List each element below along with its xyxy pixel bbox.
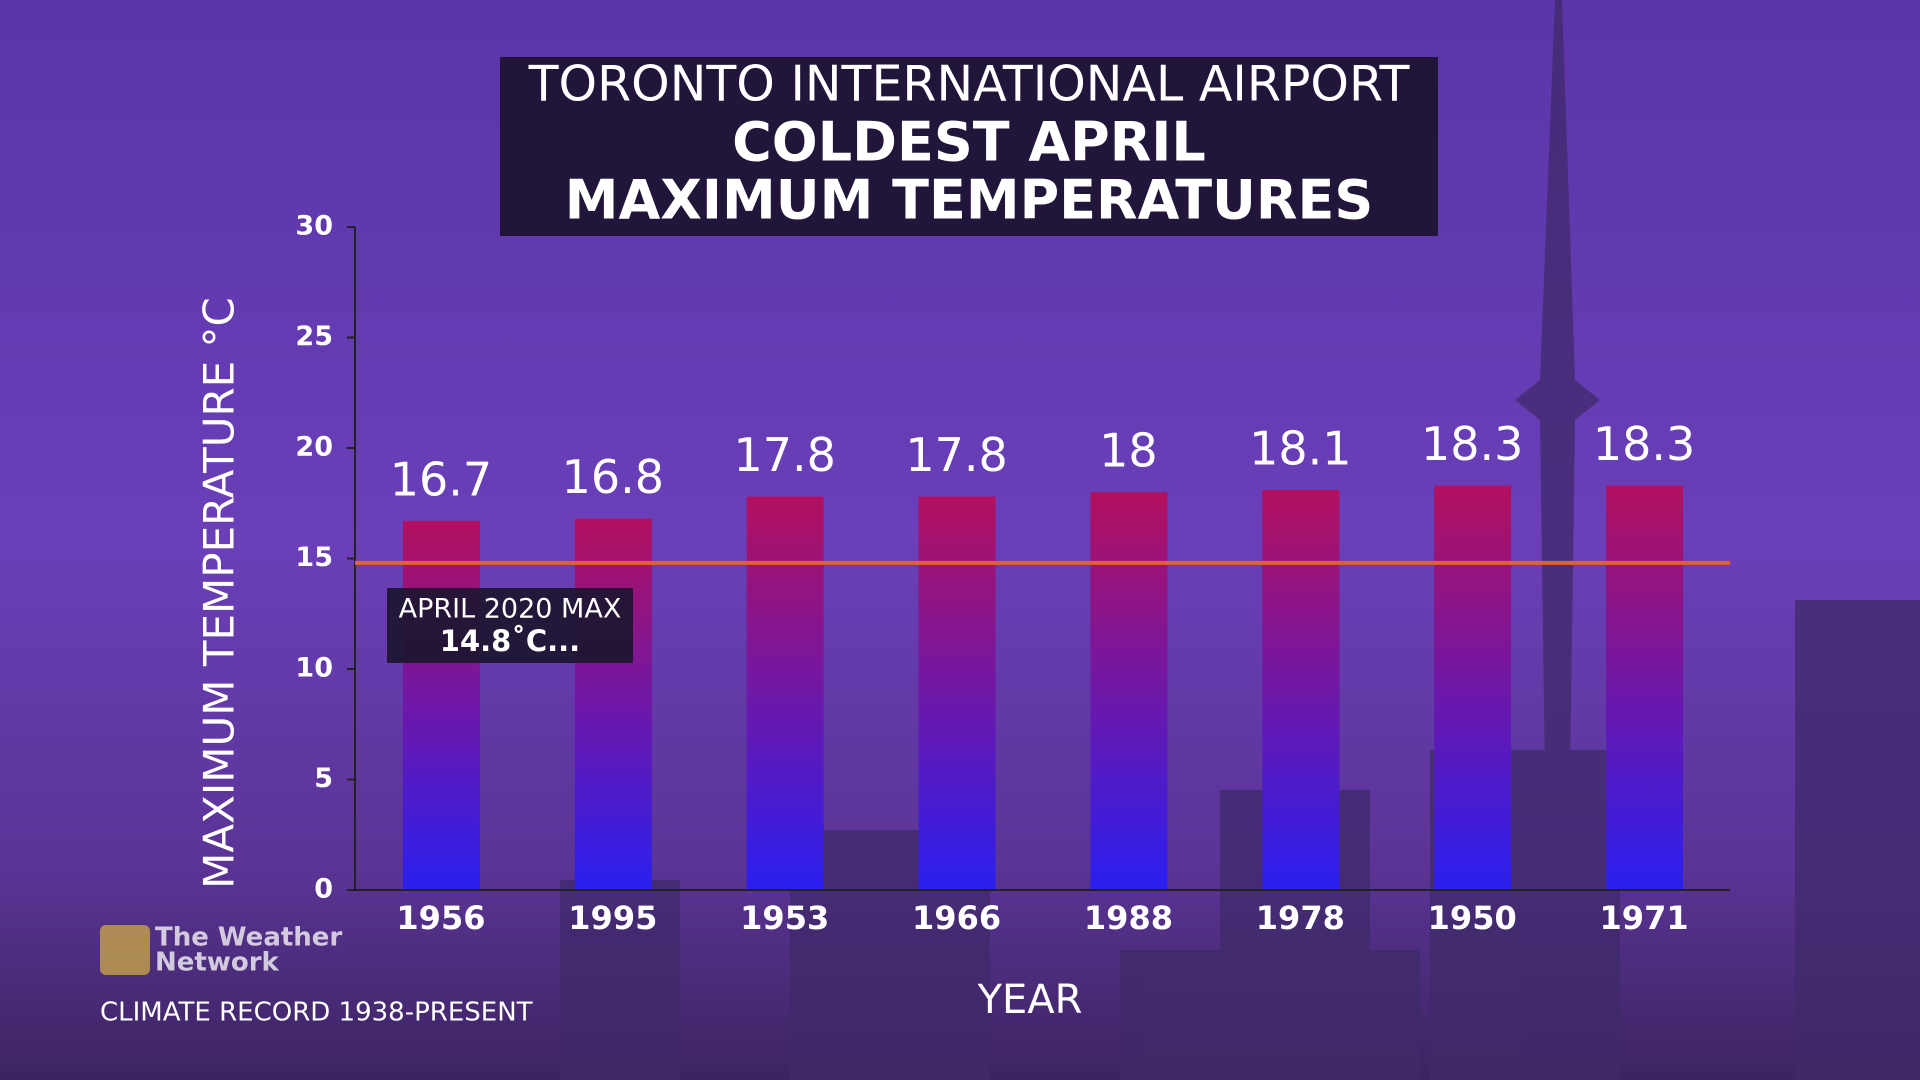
x-tick-label: 1966 [912, 899, 1001, 937]
reference-box [387, 588, 633, 663]
x-tick-label: 1988 [1084, 899, 1173, 937]
bar [1606, 485, 1684, 890]
bar [918, 496, 996, 890]
y-tick-label: 30 [295, 211, 333, 242]
note: CLIMATE RECORD 1938-PRESENT [100, 998, 533, 1028]
x-tick-label: 1956 [396, 899, 485, 937]
title-line: MAXIMUM TEMPERATURES [565, 169, 1374, 232]
reference-label: APRIL 2020 MAX [399, 594, 622, 625]
x-tick-label: 1971 [1600, 899, 1689, 937]
title-box [500, 57, 1438, 236]
title-line: TORONTO INTERNATIONAL AIRPORT [528, 56, 1411, 113]
logo-text: Network [155, 948, 280, 978]
logo-text: The Weather [155, 923, 342, 953]
reference-value-label: 14.8˚C... [440, 624, 580, 658]
y-tick-label: 25 [295, 321, 333, 352]
logo-icon [100, 925, 150, 975]
x-tick-label: 1953 [740, 899, 829, 937]
y-tick-label: 0 [314, 874, 333, 905]
x-tick-label: 1950 [1428, 899, 1517, 937]
title-line: COLDEST APRIL [732, 111, 1206, 174]
value-label: 18.3 [1593, 417, 1695, 471]
y-tick-label: 5 [314, 763, 333, 794]
value-label: 16.7 [390, 452, 492, 506]
value-label: 18.3 [1421, 417, 1523, 471]
y-tick-label: 20 [295, 432, 333, 463]
value-label: 18 [1099, 424, 1158, 478]
value-label: 18.1 [1249, 421, 1351, 475]
x-tick-label: 1978 [1256, 899, 1345, 937]
y-tick-label: 10 [295, 653, 333, 684]
bar [746, 496, 824, 890]
bar [574, 518, 652, 890]
bar [402, 520, 480, 890]
x-tick-label: 1995 [568, 899, 657, 937]
y-axis-label: MAXIMUM TEMPERATURE °C [195, 297, 244, 889]
bar [1434, 485, 1512, 890]
value-label: 17.8 [905, 428, 1007, 482]
bar [1262, 489, 1340, 890]
bar [1090, 492, 1168, 890]
x-axis-label: YEAR [977, 977, 1083, 1023]
value-label: 16.8 [562, 450, 664, 504]
y-tick-label: 15 [295, 542, 333, 573]
value-label: 17.8 [733, 428, 835, 482]
